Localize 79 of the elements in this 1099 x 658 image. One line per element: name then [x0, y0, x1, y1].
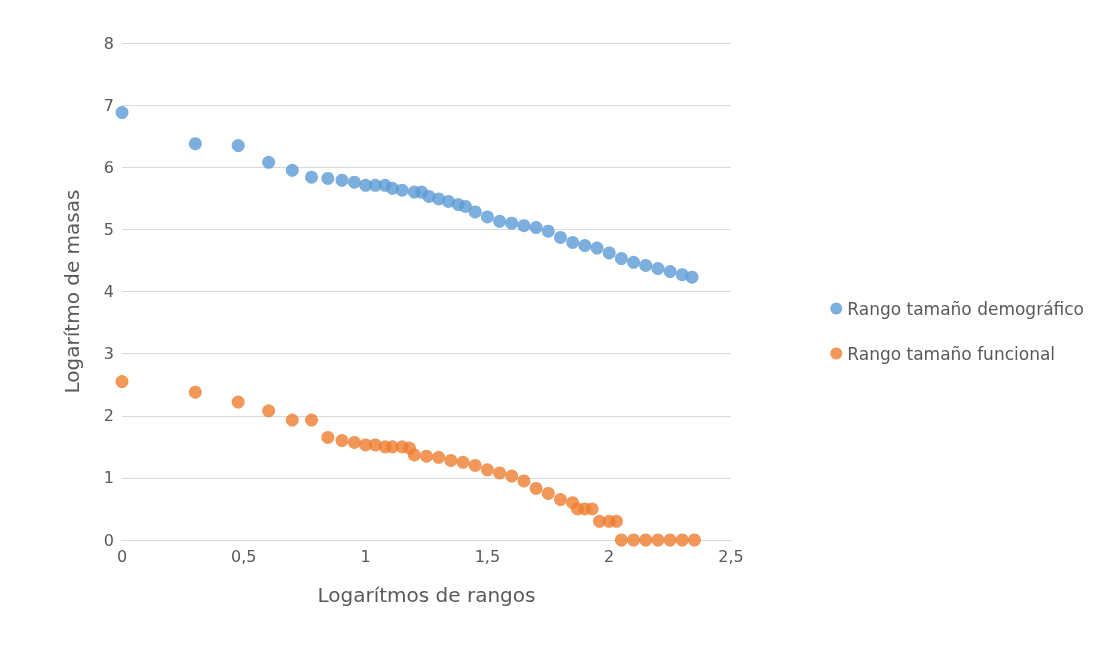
x-axis-title: Logarítmos de rangos: [317, 583, 536, 607]
y-tick-label: 8: [103, 33, 114, 53]
y-tick-label: 3: [103, 344, 114, 364]
point: [231, 139, 245, 152]
point: [590, 241, 604, 255]
point: [231, 395, 245, 409]
point: [639, 533, 653, 547]
point: [517, 219, 531, 233]
point: [115, 106, 129, 120]
point: [566, 235, 580, 249]
point: [321, 171, 335, 185]
point: [687, 533, 701, 547]
point: [262, 404, 276, 418]
point: [188, 137, 202, 151]
y-tick-label: 4: [103, 282, 114, 301]
point: [663, 533, 677, 547]
point: [335, 434, 349, 448]
y-tick-label: 1: [103, 468, 114, 488]
point: [505, 469, 519, 483]
legend-label: Rango tamaño funcional: [847, 343, 1056, 364]
point: [262, 155, 276, 169]
point: [456, 455, 470, 469]
y-tick-label: 7: [103, 95, 114, 115]
point: [321, 431, 335, 444]
point: [685, 270, 699, 284]
point: [285, 163, 299, 177]
point: [614, 533, 628, 547]
point: [305, 170, 319, 184]
point: [627, 533, 641, 547]
point: [395, 183, 409, 197]
point: [347, 175, 361, 189]
x-tick-label: 0,5: [231, 546, 257, 566]
y-tick-label: 0: [103, 530, 114, 550]
point: [639, 258, 653, 272]
point: [610, 514, 624, 528]
point: [517, 474, 531, 488]
y-tick-label: 6: [103, 157, 114, 177]
point: [468, 458, 482, 472]
point: [529, 481, 543, 495]
x-tick-label: 2,5: [718, 546, 744, 566]
x-tick-label: 1,5: [474, 546, 501, 566]
y-tick-label: 2: [103, 406, 114, 426]
point: [335, 173, 349, 187]
point: [468, 205, 482, 219]
x-tick-label: 2: [604, 546, 615, 566]
x-tick-label: 0: [116, 546, 128, 566]
point: [407, 448, 421, 462]
point: [553, 230, 567, 244]
legend-label: Rango tamaño demográfico: [847, 298, 1084, 319]
point: [663, 265, 677, 279]
point: [505, 216, 519, 230]
point: [432, 450, 446, 464]
point: [541, 486, 555, 500]
x-tick-label: 1: [360, 546, 371, 566]
point: [458, 199, 472, 213]
point: [651, 533, 665, 547]
point: [115, 375, 129, 389]
y-tick-label: 5: [103, 219, 114, 239]
point: [493, 466, 507, 480]
point: [602, 246, 616, 260]
point: [651, 262, 665, 276]
point: [420, 449, 433, 463]
point: [285, 413, 299, 427]
point: [541, 224, 555, 238]
point: [675, 533, 689, 547]
point: [553, 493, 567, 507]
point: [444, 453, 458, 467]
point: [305, 413, 319, 427]
point: [493, 214, 507, 228]
point: [614, 252, 628, 266]
point: [188, 385, 202, 399]
point: [347, 435, 361, 449]
point: [578, 239, 592, 253]
point: [529, 221, 543, 235]
point: [480, 210, 494, 224]
point: [480, 463, 494, 477]
point: [627, 255, 641, 269]
point: [585, 502, 599, 516]
y-axis-title: Logarítmo de masas: [60, 189, 84, 394]
